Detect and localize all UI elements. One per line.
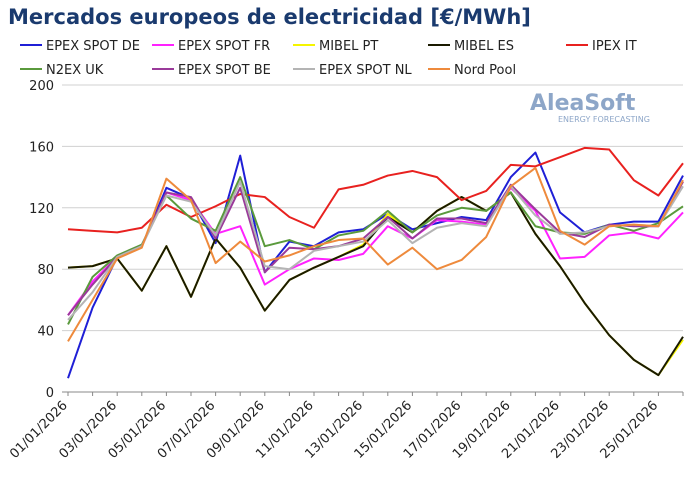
series-line <box>67 151 684 379</box>
y-tick-label: 200 <box>29 79 54 94</box>
series-line <box>67 181 684 316</box>
series-line <box>67 180 684 321</box>
logo-name: AleaSoft <box>530 91 636 116</box>
chart-title: Mercados europeos de electricidad [€/MWh… <box>8 5 531 29</box>
y-tick-label: 160 <box>29 140 54 155</box>
series-line <box>67 146 684 234</box>
legend-label: MIBEL ES <box>454 39 514 54</box>
legend-label: IPEX IT <box>592 39 637 54</box>
legend-label: Nord Pool <box>454 63 516 78</box>
legend-label: EPEX SPOT BE <box>178 63 271 78</box>
y-tick-label: 40 <box>37 325 54 340</box>
y-tick-label: 0 <box>46 386 54 401</box>
series-line <box>67 176 684 325</box>
legend-label: MIBEL PT <box>319 39 378 54</box>
legend-label: EPEX SPOT NL <box>319 63 412 78</box>
legend-label: EPEX SPOT DE <box>46 39 140 54</box>
y-tick-label: 80 <box>37 263 54 278</box>
legend-label: N2EX UK <box>46 63 104 78</box>
series-line <box>67 166 684 342</box>
legend-label: EPEX SPOT FR <box>178 39 270 54</box>
logo: AleaSoft ENERGY FORECASTING <box>530 91 650 124</box>
logo-tagline: ENERGY FORECASTING <box>558 115 650 124</box>
y-tick-label: 120 <box>29 202 54 217</box>
